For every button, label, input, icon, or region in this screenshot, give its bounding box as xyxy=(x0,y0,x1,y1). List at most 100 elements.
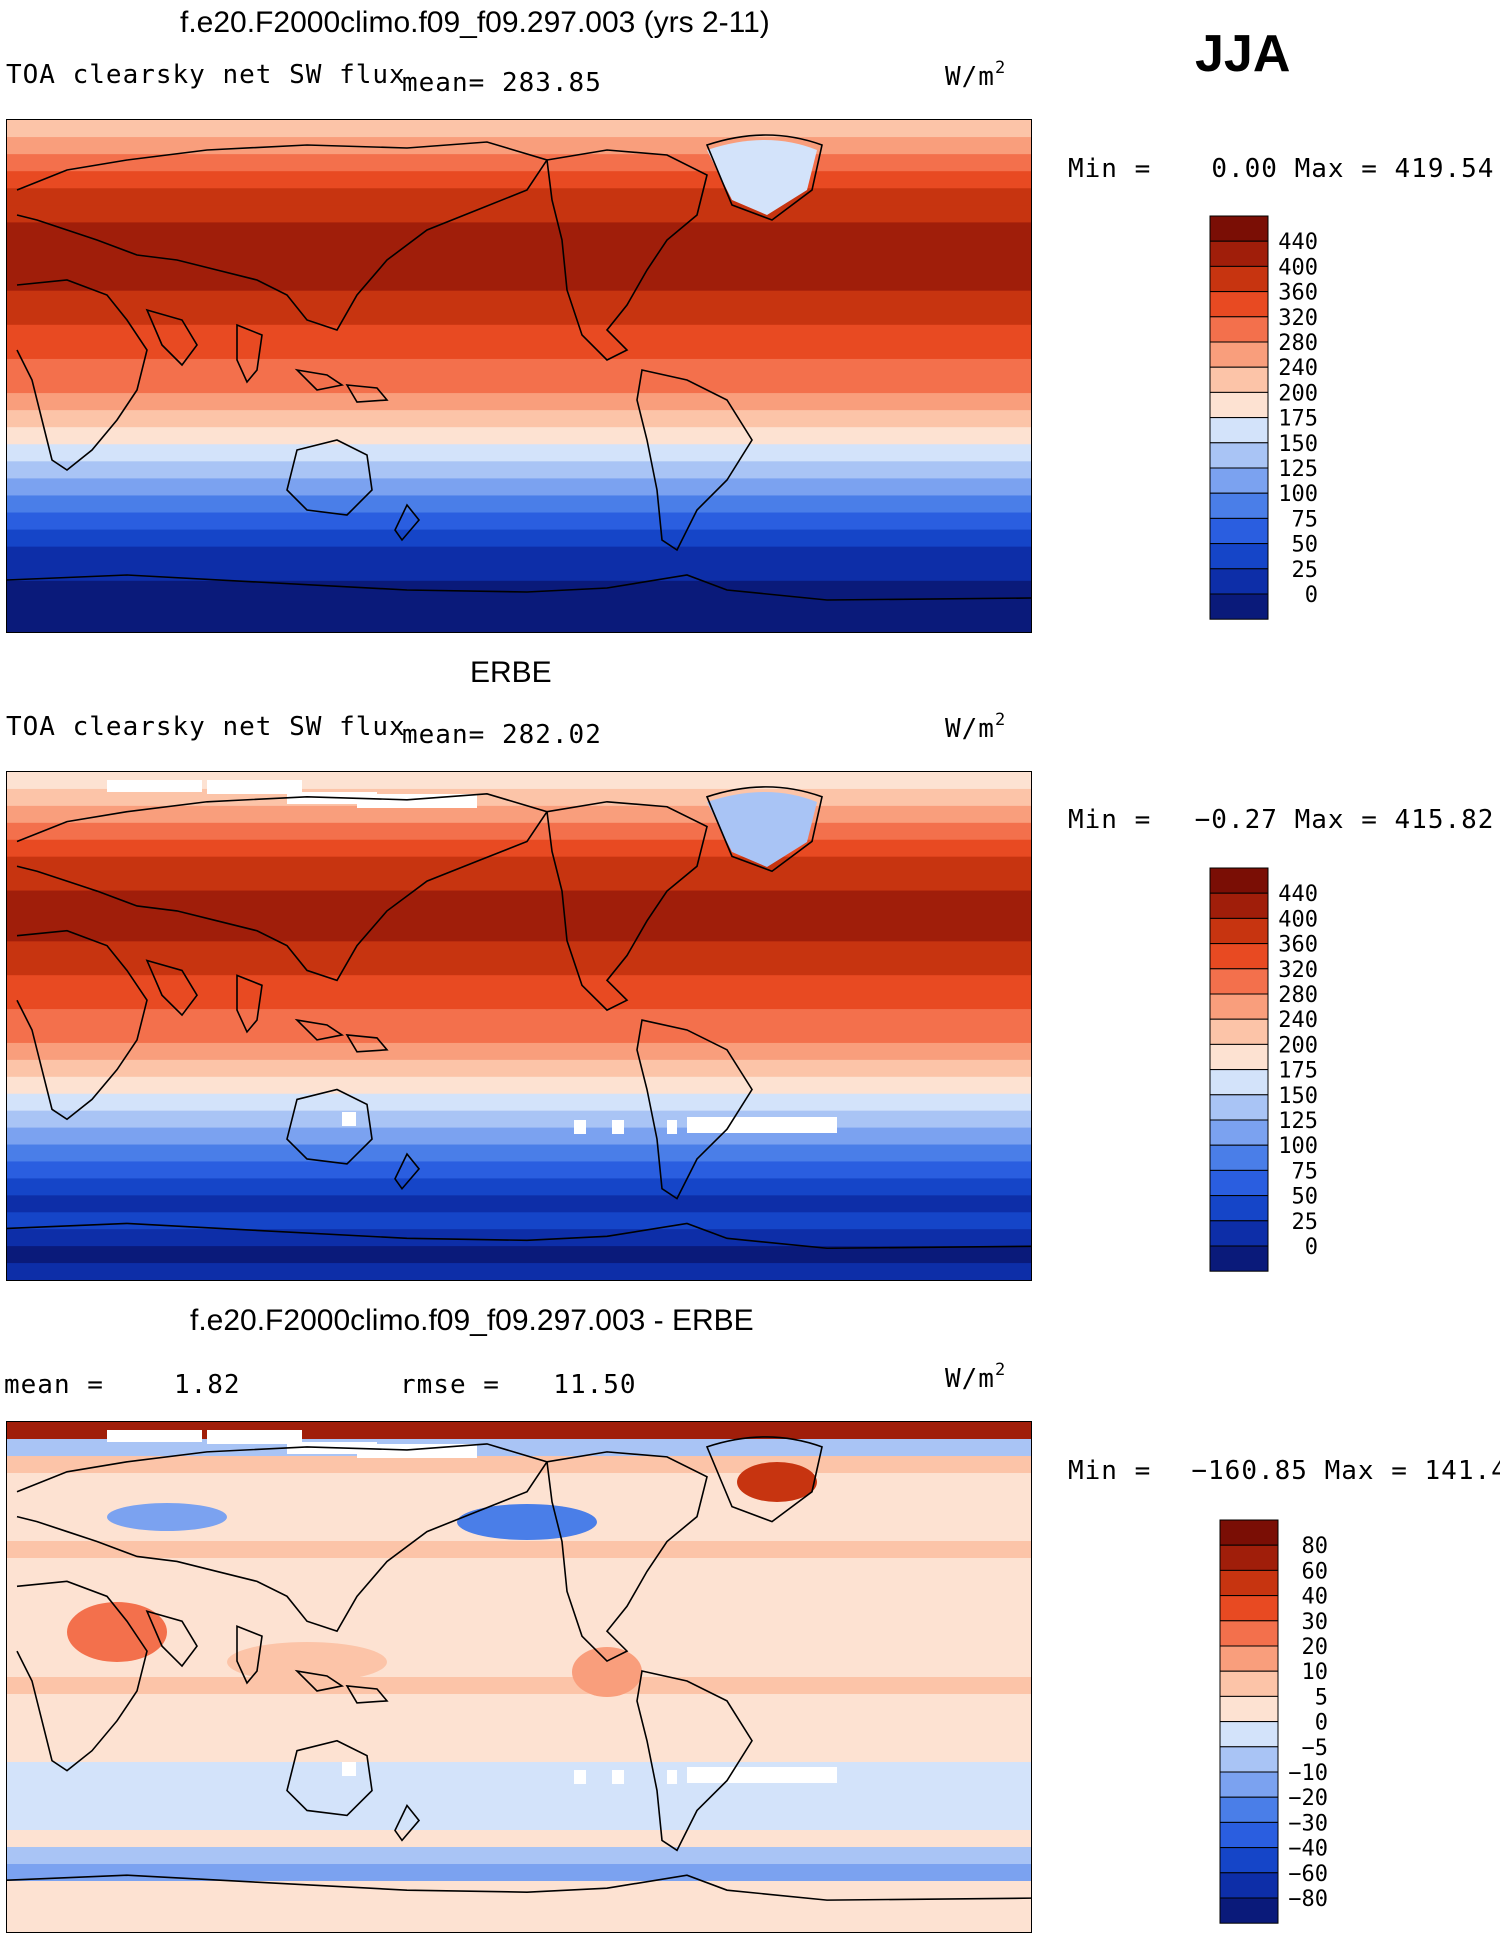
colorbar-tick-label: 440 xyxy=(1278,230,1318,255)
field-band xyxy=(7,1830,1031,1848)
colorbar-tick-label: 240 xyxy=(1278,356,1318,381)
colorbar-tick-label: 75 xyxy=(1292,1159,1319,1184)
colorbar-box xyxy=(1209,467,1269,494)
coastline xyxy=(547,1452,707,1661)
colorbar-box xyxy=(1209,1144,1269,1171)
greenland-field xyxy=(707,792,817,867)
field-band xyxy=(7,1178,1031,1197)
field-band xyxy=(7,1093,1031,1112)
field-band xyxy=(7,1609,1031,1627)
panel1-mean-value: 283.85 xyxy=(501,68,602,98)
colorbar-box xyxy=(1219,1872,1279,1899)
anomaly-blob xyxy=(67,1602,167,1662)
missing-data-patch xyxy=(574,1120,586,1134)
field-band xyxy=(7,958,1031,977)
colorbar-tick-label: 25 xyxy=(1292,558,1319,583)
colorbar-tick-label: −40 xyxy=(1288,1837,1328,1862)
field-band xyxy=(7,1456,1031,1474)
colorbar-tick-label: −20 xyxy=(1288,1786,1328,1811)
field-band xyxy=(7,873,1031,892)
field-band xyxy=(7,461,1031,480)
colorbar-tick-label: 360 xyxy=(1278,281,1318,306)
field-band xyxy=(7,1915,1031,1932)
missing-data-patch xyxy=(687,1767,837,1783)
field-band xyxy=(7,1677,1031,1695)
coastline xyxy=(237,1626,262,1683)
colorbar-tick-label: 320 xyxy=(1278,306,1318,331)
colorbar-tick-label: 50 xyxy=(1292,1185,1319,1210)
colorbar-tick-label: 125 xyxy=(1278,457,1318,482)
field-band xyxy=(7,512,1031,531)
panel2-mean: mean= 282.02 xyxy=(402,720,602,750)
field-band xyxy=(7,1144,1031,1163)
panel1-map xyxy=(6,119,1032,633)
colorbar-tick-label: −60 xyxy=(1288,1862,1328,1887)
panel3-title: f.e20.F2000climo.f09_f09.297.003 - ERBE xyxy=(190,1304,754,1337)
field-band xyxy=(7,1246,1031,1265)
colorbar-tick-label: 200 xyxy=(1278,1033,1318,1058)
field-band xyxy=(7,1864,1031,1882)
colorbar-box xyxy=(1219,1595,1279,1622)
colorbar-box xyxy=(1219,1645,1279,1672)
colorbar-box xyxy=(1209,993,1269,1020)
coastline xyxy=(547,150,707,360)
field-band xyxy=(7,1076,1031,1095)
panel1-variable: TOA clearsky net SW flux xyxy=(6,60,406,90)
colorbar-tick-label: 30 xyxy=(1302,1610,1329,1635)
field-band xyxy=(7,822,1031,841)
coastline xyxy=(237,325,262,382)
missing-data-patch xyxy=(207,780,302,794)
anomaly-blob xyxy=(107,1503,227,1531)
colorbar-tick-label: 150 xyxy=(1278,432,1318,457)
field-band xyxy=(7,1059,1031,1078)
field-band xyxy=(7,205,1031,224)
colorbar-tick-label: 5 xyxy=(1315,1685,1328,1710)
coastline xyxy=(17,931,147,1120)
panel3-rmse: rmse = 11.50 xyxy=(400,1370,637,1400)
anomaly-blob xyxy=(572,1647,642,1697)
field-band xyxy=(7,975,1031,994)
colorbar-tick-label: 75 xyxy=(1292,507,1319,532)
panel2-min-value: −0.27 xyxy=(1194,805,1278,835)
coastline xyxy=(395,1805,419,1840)
colorbar-tick-label: 25 xyxy=(1292,1210,1319,1235)
field-band xyxy=(7,1541,1031,1559)
coastline xyxy=(297,1020,342,1040)
panel3-colorbar: 80 60 40 30 20 10 5 0 −5 −10 −20 −30 −40 −60 −80 xyxy=(1219,1519,1400,1924)
panel2-minmax: Min = −0.27 Max = 415.82 xyxy=(1068,805,1495,835)
colorbar-box xyxy=(1209,568,1269,595)
field-band xyxy=(7,924,1031,943)
colorbar-tick-label: 100 xyxy=(1278,482,1318,507)
panel1-map-svg xyxy=(7,120,1031,632)
coastline xyxy=(547,802,707,1010)
field-band xyxy=(7,1728,1031,1746)
colorbar-box xyxy=(1209,240,1269,267)
field-band xyxy=(7,273,1031,292)
field-band xyxy=(7,444,1031,463)
field-band xyxy=(7,1161,1031,1180)
colorbar-tick-label: 20 xyxy=(1302,1635,1329,1660)
anomaly-blob xyxy=(227,1642,387,1682)
field-band xyxy=(7,563,1031,582)
anomaly-blob xyxy=(457,1504,597,1540)
field-band xyxy=(7,1212,1031,1231)
field-band xyxy=(7,188,1031,207)
colorbar-tick-label: 80 xyxy=(1302,1534,1329,1559)
colorbar-box xyxy=(1209,593,1269,620)
field-band xyxy=(7,1779,1031,1797)
panel1-units: W/m2 xyxy=(945,58,1007,92)
field-band xyxy=(7,1847,1031,1865)
field-band xyxy=(7,1626,1031,1644)
coastline xyxy=(707,135,822,220)
field-band xyxy=(7,1127,1031,1146)
panel2-variable: TOA clearsky net SW flux xyxy=(6,712,406,742)
colorbar-box xyxy=(1209,892,1269,919)
colorbar-box xyxy=(1219,1670,1279,1697)
panel3-rmse-label: rmse = xyxy=(400,1370,500,1400)
colorbar-box xyxy=(1209,517,1269,545)
field-band xyxy=(7,546,1031,565)
panel1-minmax: Min = 0.00 Max = 419.54 xyxy=(1068,154,1495,184)
panel1-title: f.e20.F2000climo.f09_f09.297.003 (yrs 2-… xyxy=(180,6,770,39)
panel2-units: W/m2 xyxy=(945,710,1007,744)
colorbar-box xyxy=(1209,1245,1269,1272)
